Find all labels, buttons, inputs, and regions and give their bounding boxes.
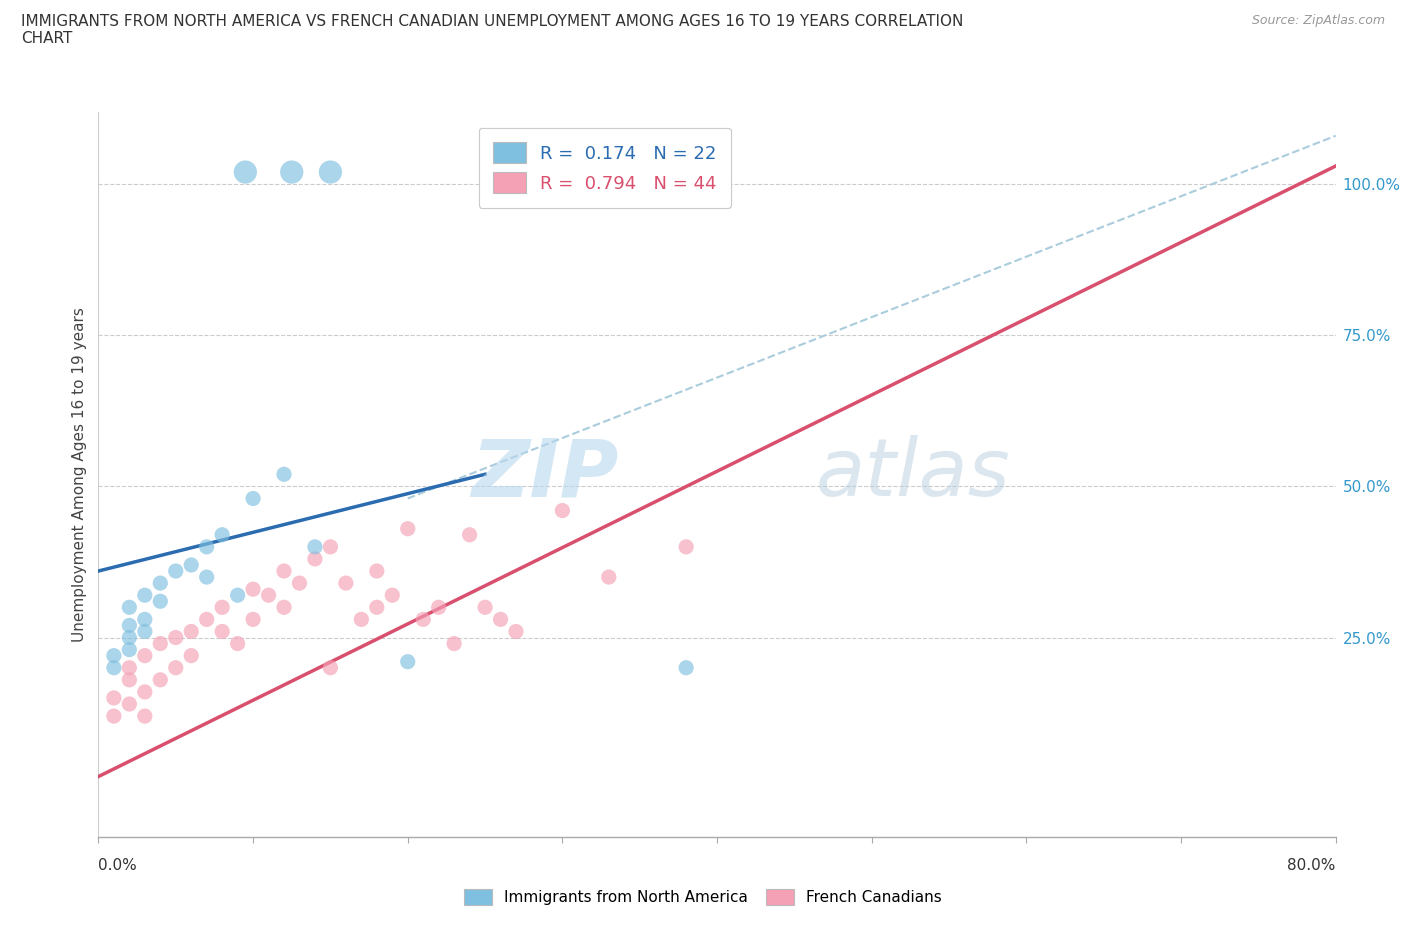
Point — [273, 564, 295, 578]
Point — [118, 660, 141, 675]
Point — [134, 684, 156, 699]
Text: 0.0%: 0.0% — [98, 857, 138, 872]
Point — [366, 600, 388, 615]
Point — [505, 624, 527, 639]
Text: Source: ZipAtlas.com: Source: ZipAtlas.com — [1251, 14, 1385, 27]
Point — [195, 539, 218, 554]
Point — [118, 631, 141, 645]
Legend: R =  0.174   N = 22, R =  0.794   N = 44: R = 0.174 N = 22, R = 0.794 N = 44 — [478, 128, 731, 207]
Y-axis label: Unemployment Among Ages 16 to 19 years: Unemployment Among Ages 16 to 19 years — [72, 307, 87, 642]
Point — [366, 564, 388, 578]
Point — [235, 165, 257, 179]
Point — [211, 527, 233, 542]
Point — [242, 582, 264, 597]
Point — [474, 600, 496, 615]
Point — [427, 600, 450, 615]
Point — [149, 576, 172, 591]
Point — [134, 648, 156, 663]
Point — [103, 709, 125, 724]
Point — [598, 570, 620, 585]
Point — [319, 165, 342, 179]
Point — [412, 612, 434, 627]
Point — [134, 624, 156, 639]
Point — [149, 636, 172, 651]
Point — [103, 660, 125, 675]
Point — [257, 588, 280, 603]
Point — [118, 618, 141, 633]
Legend: Immigrants from North America, French Canadians: Immigrants from North America, French Ca… — [457, 882, 949, 913]
Point — [443, 636, 465, 651]
Point — [195, 612, 218, 627]
Point — [118, 672, 141, 687]
Point — [319, 660, 342, 675]
Point — [118, 600, 141, 615]
Point — [304, 551, 326, 566]
Point — [165, 564, 187, 578]
Point — [381, 588, 404, 603]
Point — [226, 636, 249, 651]
Point — [675, 660, 697, 675]
Point — [273, 467, 295, 482]
Point — [103, 648, 125, 663]
Point — [273, 600, 295, 615]
Point — [396, 522, 419, 537]
Point — [489, 612, 512, 627]
Point — [675, 539, 697, 554]
Text: 80.0%: 80.0% — [1288, 857, 1336, 872]
Point — [103, 690, 125, 706]
Point — [281, 165, 304, 179]
Point — [149, 594, 172, 609]
Point — [319, 539, 342, 554]
Point — [195, 570, 218, 585]
Point — [134, 612, 156, 627]
Point — [226, 588, 249, 603]
Point — [134, 709, 156, 724]
Point — [165, 660, 187, 675]
Point — [551, 503, 574, 518]
Text: IMMIGRANTS FROM NORTH AMERICA VS FRENCH CANADIAN UNEMPLOYMENT AMONG AGES 16 TO 1: IMMIGRANTS FROM NORTH AMERICA VS FRENCH … — [21, 14, 963, 46]
Point — [396, 655, 419, 670]
Point — [165, 631, 187, 645]
Point — [211, 624, 233, 639]
Point — [242, 612, 264, 627]
Point — [118, 697, 141, 711]
Point — [242, 491, 264, 506]
Point — [180, 624, 202, 639]
Point — [458, 527, 481, 542]
Text: ZIP: ZIP — [471, 435, 619, 513]
Point — [118, 643, 141, 658]
Point — [335, 576, 357, 591]
Point — [288, 576, 311, 591]
Point — [180, 558, 202, 573]
Point — [304, 539, 326, 554]
Point — [211, 600, 233, 615]
Point — [180, 648, 202, 663]
Text: atlas: atlas — [815, 435, 1011, 513]
Point — [149, 672, 172, 687]
Point — [134, 588, 156, 603]
Point — [350, 612, 373, 627]
